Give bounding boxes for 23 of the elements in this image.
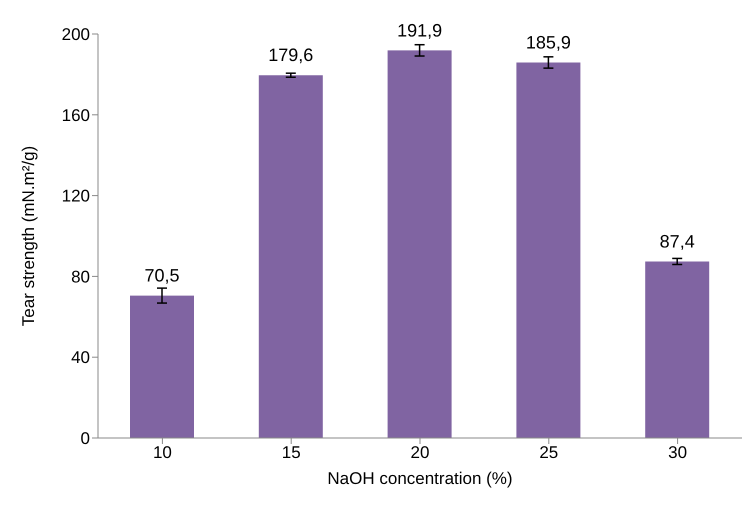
- y-tick-label: 200: [62, 25, 90, 44]
- x-tick-label: 10: [152, 443, 172, 462]
- bar: [388, 50, 452, 438]
- data-label: 179,6: [268, 45, 314, 66]
- bar: [130, 296, 194, 438]
- data-label: 185,9: [526, 32, 571, 52]
- y-tick-label: 80: [71, 267, 90, 286]
- x-tick-label: 25: [539, 443, 558, 462]
- x-tick-label: 15: [282, 443, 301, 462]
- data-label: 191,9: [397, 20, 442, 40]
- y-tick-label: 160: [62, 106, 90, 125]
- data-label: 87,4: [660, 231, 695, 252]
- y-tick-label: 120: [62, 186, 90, 206]
- bar: [258, 75, 323, 438]
- x-tick-label: 30: [668, 443, 688, 462]
- bar: [645, 261, 710, 438]
- y-axis-title: Tear strength (mN.m²/g): [19, 146, 38, 326]
- y-tick-label: 40: [71, 348, 90, 368]
- bar: [516, 62, 580, 438]
- x-axis-title: NaOH concentration (%): [327, 469, 513, 488]
- y-tick-label: 0: [80, 429, 90, 448]
- x-tick-label: 20: [410, 443, 430, 462]
- data-label: 70,5: [144, 266, 180, 286]
